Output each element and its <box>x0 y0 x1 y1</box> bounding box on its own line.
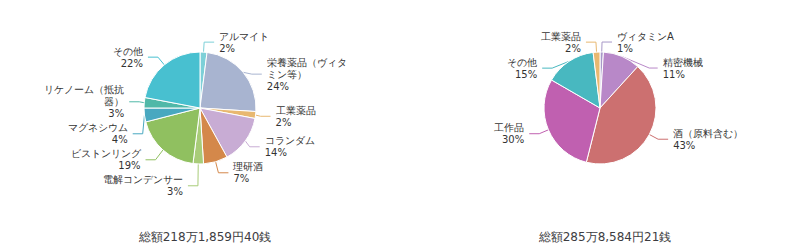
svg-text:リケノーム（抵抗: リケノーム（抵抗 <box>44 84 124 95</box>
svg-text:3%: 3% <box>167 186 183 197</box>
svg-text:総額218万1,859円40銭: 総額218万1,859円40銭 <box>138 230 272 244</box>
svg-text:理研酒: 理研酒 <box>233 161 263 172</box>
svg-text:3%: 3% <box>108 108 124 119</box>
svg-text:2%: 2% <box>565 43 581 54</box>
svg-text:ヴィタミンA: ヴィタミンA <box>617 31 674 42</box>
svg-text:15%: 15% <box>515 69 537 80</box>
svg-text:7%: 7% <box>233 173 249 184</box>
svg-text:24%: 24% <box>267 81 289 92</box>
svg-text:19%: 19% <box>118 160 140 171</box>
svg-text:30%: 30% <box>502 134 524 145</box>
svg-text:工業薬品: 工業薬品 <box>541 31 581 42</box>
svg-text:1%: 1% <box>617 43 633 54</box>
svg-text:14%: 14% <box>265 147 287 158</box>
svg-text:アルマイト: アルマイト <box>219 31 269 42</box>
svg-text:その他: その他 <box>113 46 143 57</box>
svg-text:酒（原料含む）: 酒（原料含む） <box>673 128 743 139</box>
svg-text:工作品: 工作品 <box>494 122 524 133</box>
svg-text:ビストンリング: ビストンリング <box>71 148 142 159</box>
svg-text:栄養薬品（ヴィタ: 栄養薬品（ヴィタ <box>267 57 347 68</box>
svg-text:4%: 4% <box>112 134 128 145</box>
svg-text:器）: 器） <box>104 96 124 107</box>
svg-text:2%: 2% <box>219 43 235 54</box>
svg-text:マグネシウム: マグネシウム <box>68 122 128 133</box>
svg-text:コランダム: コランダム <box>265 135 315 146</box>
svg-text:工業薬品: 工業薬品 <box>276 105 316 116</box>
svg-text:総額285万8,584円21銭: 総額285万8,584円21銭 <box>538 230 672 244</box>
svg-text:22%: 22% <box>121 58 143 69</box>
svg-text:電解コンデンサー: 電解コンデンサー <box>103 174 183 185</box>
svg-text:11%: 11% <box>663 69 685 80</box>
svg-text:2%: 2% <box>276 117 292 128</box>
svg-text:その他: その他 <box>507 57 537 68</box>
svg-text:精密機械: 精密機械 <box>663 57 703 68</box>
svg-text:43%: 43% <box>673 140 695 151</box>
svg-text:ミン等）: ミン等） <box>267 69 307 80</box>
